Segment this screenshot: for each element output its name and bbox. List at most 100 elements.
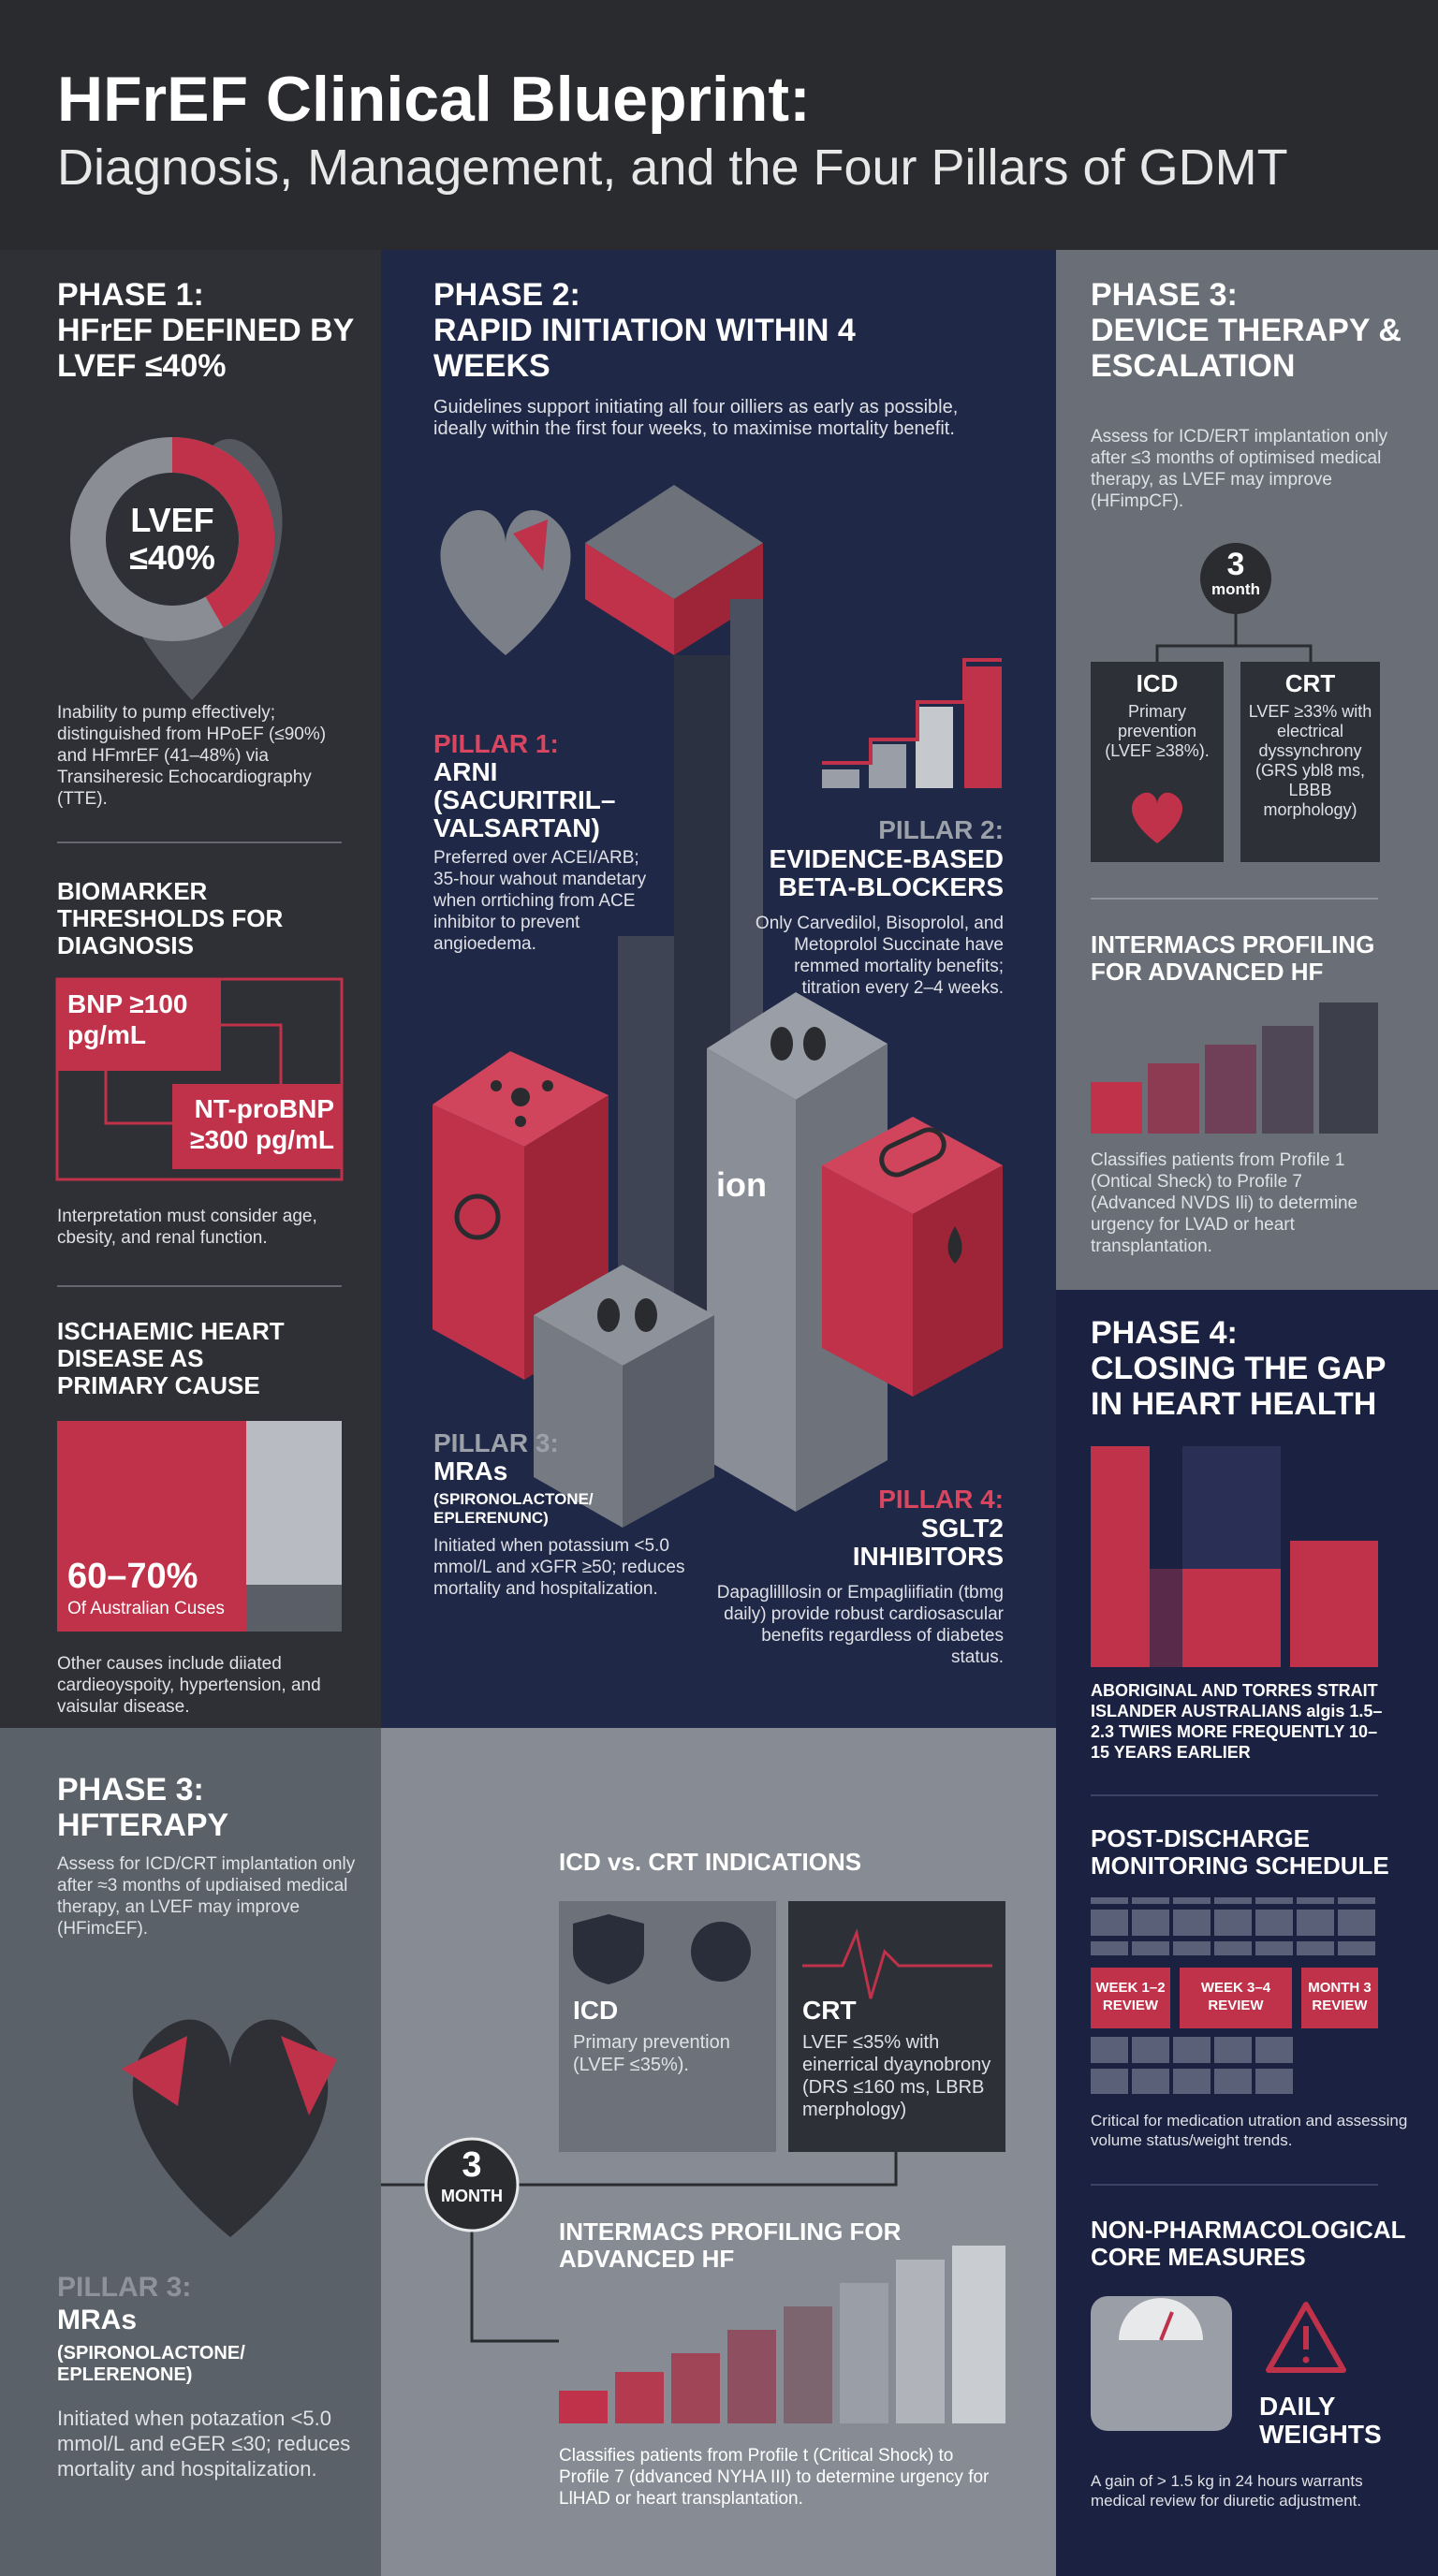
dividers <box>57 842 1378 2186</box>
intermacs-bars-lower-rect <box>784 2306 832 2423</box>
gap-blocks-rect <box>1150 1569 1182 1667</box>
pillar-tower-polygon <box>913 1165 1003 1397</box>
device-text: LVEF ≤35% with einerrical dyaynobrony (D… <box>802 2032 991 2120</box>
monitoring-grid-rect <box>1091 1968 1170 2028</box>
description: Classifies patients from Profile t (Crit… <box>559 2446 990 2509</box>
section-title: BIOMARKER THRESHOLDS FOR DIAGNOSIS <box>57 877 284 959</box>
growth-icon-rect <box>916 707 953 788</box>
monitoring-grid <box>1091 1897 1379 2094</box>
pillar-subtitle: (SPIRONOLACTONE/ EPLERENUNC) <box>433 1490 594 1527</box>
pillar-tower-ellipse <box>597 1298 620 1332</box>
subtitle: Diagnosis, Management, and the Four Pill… <box>57 139 1288 196</box>
note: Other causes include diiated cardieoyspo… <box>57 1654 321 1717</box>
ischaemic-blocks <box>57 1421 342 1632</box>
ischaemic-blocks-rect <box>57 1421 246 1632</box>
device-text: LVEF ≥33% with electrical dyssynchrony (… <box>1248 702 1372 819</box>
section-label: PHASE 3: <box>57 1772 204 1808</box>
timer-unit: month <box>1211 580 1260 598</box>
biomarker-boxes-polyline <box>221 1023 283 1084</box>
pillar-label: PILLAR 4: <box>878 1485 1004 1514</box>
pillar-description: Preferred over ACEI/ARB; 35-hour wahout … <box>433 848 647 954</box>
title: HFrEF Clinical Blueprint: <box>57 64 811 135</box>
indication-boxes-rect <box>788 1901 1005 2152</box>
section-title: POST-DISCHARGE MONITORING SCHEDULE <box>1091 1824 1389 1880</box>
biomarker-boxes-rect <box>57 979 221 1071</box>
pillar-tower-polygon <box>707 1048 796 1512</box>
therapy-heart-path <box>122 2036 187 2106</box>
pillar-description: Initiated when potazation <5.0 mmol/L an… <box>57 2407 351 2481</box>
pillar-tower-polygon <box>623 1315 714 1528</box>
growth-icon-polyline <box>822 658 1002 765</box>
pillar-tower-polygon <box>433 1105 524 1380</box>
indication-boxes-circle <box>424 2137 520 2232</box>
threshold: NT-proBNP ≥300 pg/mL <box>190 1094 334 1154</box>
timer-unit: MONTH <box>441 2187 503 2205</box>
threshold: BNP ≥100 pg/mL <box>67 989 188 1049</box>
intermacs-bars-rect <box>1148 1063 1199 1134</box>
section-title: DEVICE THERAPY & ESCALATION <box>1091 313 1401 384</box>
pillar-tower <box>433 485 1003 1528</box>
lvef-donut-circle <box>106 473 239 606</box>
monitoring-grid-rect <box>1301 1968 1378 2028</box>
gap-blocks-rect <box>1182 1569 1281 1667</box>
pillar-tower-ellipse <box>803 1027 826 1061</box>
pillar-tower-circle <box>491 1080 502 1091</box>
heart-icon-path <box>513 520 548 571</box>
pillar-tower-path <box>947 1226 962 1264</box>
device-name: ICD <box>1136 669 1179 697</box>
measure: DAILY WEIGHTS <box>1259 2392 1382 2449</box>
device-timeline <box>1091 543 1380 862</box>
indication-boxes-polyline <box>518 2152 898 2187</box>
section-title: RAPID INITIATION WITHIN 4 WEEKS <box>433 313 856 384</box>
pillar-tower-polygon <box>534 1265 714 1366</box>
stat-caption: Of Australian Cuses <box>67 1599 225 1618</box>
pillar-name: EVIDENCE-BASED BETA-BLOCKERS <box>769 844 1004 901</box>
section-label: PHASE 4: <box>1091 1315 1238 1351</box>
review: WEEK 3–4 REVIEW <box>1200 1980 1271 2013</box>
description: Assess for ICD/ERT implantation only aft… <box>1091 427 1388 511</box>
therapy-heart-path <box>281 2036 337 2115</box>
section-label: PHASE 3: <box>1091 277 1238 313</box>
pillar-tower-polygon <box>822 1165 913 1397</box>
indication-boxes-polyline <box>802 1928 992 1999</box>
backgrounds-rect <box>0 0 1438 250</box>
note: Interpretation must consider age, cbesit… <box>57 1207 317 1248</box>
pillar-name: ARNI (SACURITRIL–VALSARTAN) <box>433 757 616 842</box>
section-title: INTERMACS PROFILING FOR ADVANCED HF <box>559 2217 902 2273</box>
gap-blocks-rect <box>1290 1541 1378 1667</box>
intermacs-bars-lower <box>559 2246 1005 2423</box>
pillar-tower-circle <box>515 1116 526 1127</box>
device-timeline-rect <box>1240 662 1380 862</box>
pillar-tower-polygon <box>534 1315 623 1528</box>
section-title: CLOSING THE GAP IN HEART HEALTH <box>1091 1351 1386 1422</box>
stat: ABORIGINAL AND TORRES STRAIT ISLANDER AU… <box>1091 1681 1383 1762</box>
description: Inability to pump effectively; distingui… <box>57 703 327 809</box>
intermacs-bars-rect <box>1091 1082 1142 1134</box>
description: Guidelines support initiating all four o… <box>433 397 959 439</box>
section-title: HFrEF DEFINED BY LVEF ≤40% <box>57 313 354 384</box>
biomarker-boxes-rect <box>172 1084 342 1169</box>
pillar-tower-ellipse <box>635 1298 657 1332</box>
weight-icons <box>1091 2296 1346 2431</box>
device-timeline-polyline <box>1155 644 1313 662</box>
intermacs-bars <box>1091 1003 1378 1134</box>
indication-boxes-circle <box>691 1922 751 1982</box>
monitoring-grid-rect <box>1091 1897 1379 1955</box>
section-title: ICD vs. CRT INDICATIONS <box>559 1848 862 1876</box>
section-title: HFTERAPY <box>57 1808 229 1843</box>
growth-icon <box>822 658 1002 788</box>
intermacs-bars-lower-rect <box>559 2391 608 2423</box>
donut-label: LVEF ≤40% <box>129 501 215 577</box>
pillar-label: PILLAR 3: <box>57 2272 192 2303</box>
icon-label: ion <box>716 1165 767 1204</box>
growth-icon-rect <box>869 744 906 788</box>
stat: 60–70% <box>67 1557 198 1596</box>
section-label: PHASE 2: <box>433 277 580 313</box>
monitoring-grid-rect <box>1091 2036 1297 2094</box>
device-timeline-path <box>1131 792 1183 843</box>
pillar-name: MRAs <box>57 2305 138 2335</box>
growth-icon-rect <box>822 769 859 788</box>
indication-boxes-polyline <box>470 2231 559 2343</box>
